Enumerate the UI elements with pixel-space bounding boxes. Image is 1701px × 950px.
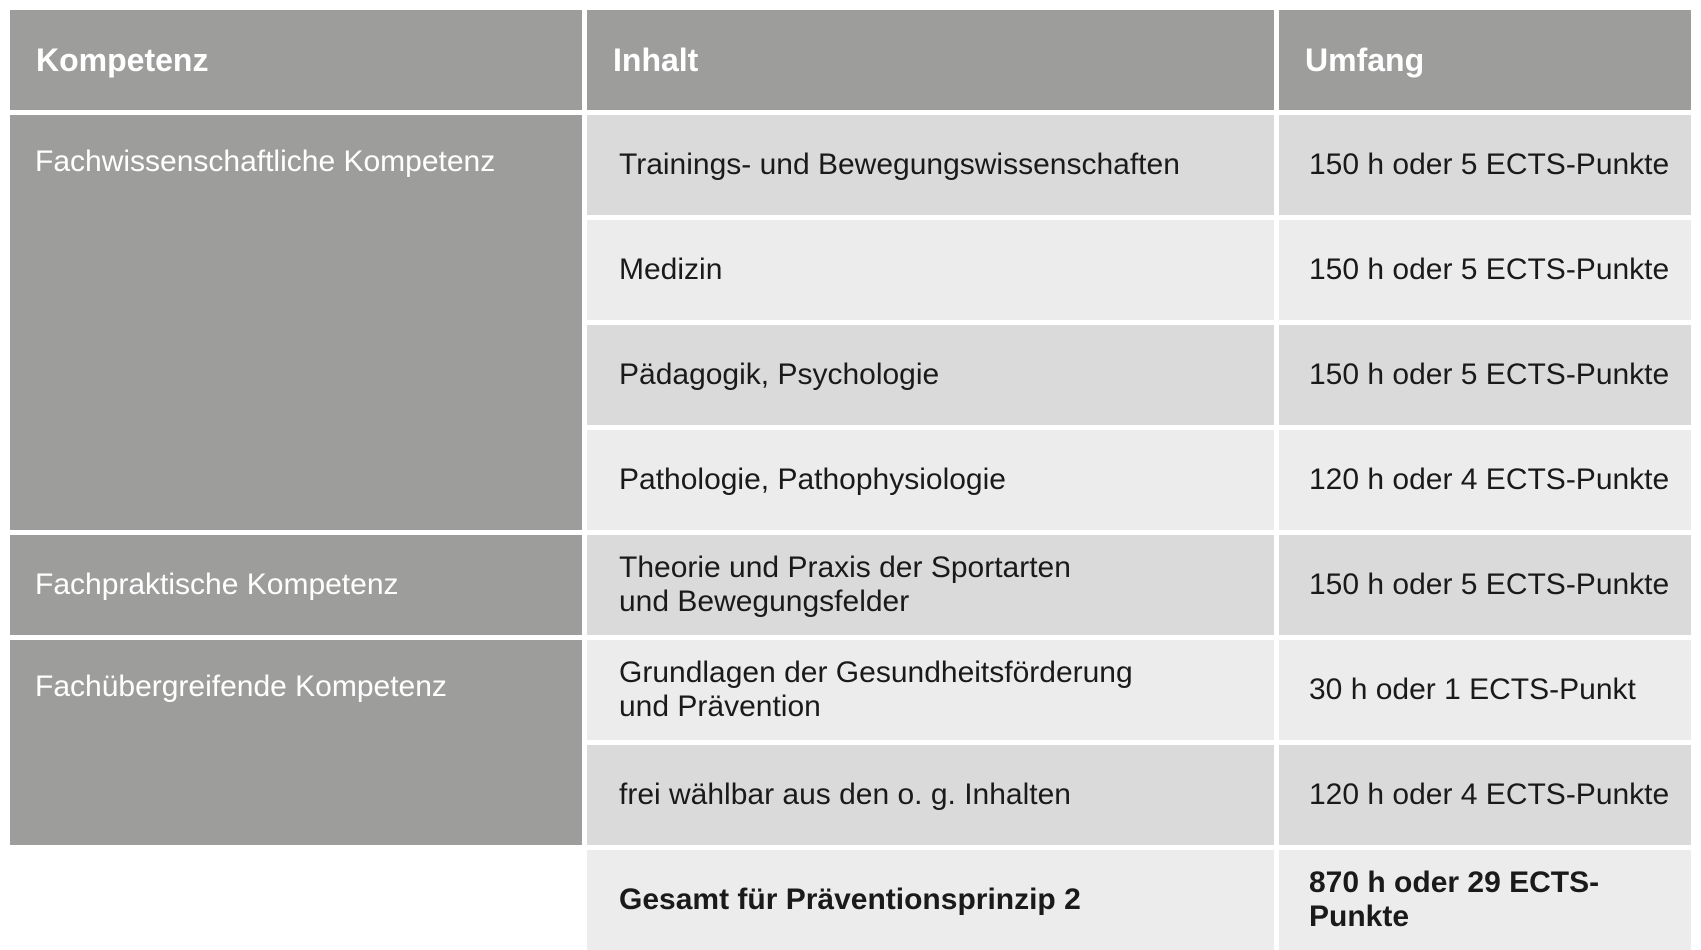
inhalt-cell: frei wählbar aus den o. g. Inhalten [587, 745, 1274, 845]
inhalt-cell: Grundlagen der Gesundheitsförderung und … [587, 640, 1274, 740]
header-kompetenz: Kompetenz [10, 10, 582, 110]
umfang-cell: 120 h oder 4 ECTS-Punkte [1279, 430, 1691, 530]
inhalt-cell: Pädagogik, Psychologie [587, 325, 1274, 425]
inhalt-cell: Theorie und Praxis der Sportarten und Be… [587, 535, 1274, 635]
header-inhalt: Inhalt [587, 10, 1274, 110]
inhalt-cell: Medizin [587, 220, 1274, 320]
table-grid: Kompetenz Inhalt Umfang Fachwissenschaft… [10, 10, 1691, 950]
kompetenz-fachpraktisch: Fachpraktische Kompetenz [10, 535, 582, 635]
header-umfang: Umfang [1279, 10, 1691, 110]
total-value: 870 h oder 29 ECTS-Punkte [1279, 850, 1691, 950]
umfang-cell: 150 h oder 5 ECTS-Punkte [1279, 535, 1691, 635]
umfang-cell: 30 h oder 1 ECTS-Punkt [1279, 640, 1691, 740]
umfang-cell: 120 h oder 4 ECTS-Punkte [1279, 745, 1691, 845]
umfang-cell: 150 h oder 5 ECTS-Punkte [1279, 220, 1691, 320]
inhalt-line: Theorie und Praxis der Sportarten [619, 551, 1071, 584]
empty-cell [10, 850, 582, 950]
umfang-cell: 150 h oder 5 ECTS-Punkte [1279, 115, 1691, 215]
kompetenz-fachwissenschaftlich: Fachwissenschaftliche Kompetenz [10, 115, 582, 530]
inhalt-cell: Pathologie, Pathophysiologie [587, 430, 1274, 530]
inhalt-line: und Bewegungsfelder [619, 585, 910, 618]
competence-table: Kompetenz Inhalt Umfang Fachwissenschaft… [10, 10, 1691, 950]
inhalt-line: und Prävention [619, 690, 821, 723]
total-label: Gesamt für Präventionsprinzip 2 [587, 850, 1274, 950]
inhalt-cell: Trainings- und Bewegungswissenschaften [587, 115, 1274, 215]
kompetenz-fachuebergreifend: Fachübergreifende Kompetenz [10, 640, 582, 845]
inhalt-line: Grundlagen der Gesundheitsförderung [619, 656, 1133, 689]
umfang-cell: 150 h oder 5 ECTS-Punkte [1279, 325, 1691, 425]
